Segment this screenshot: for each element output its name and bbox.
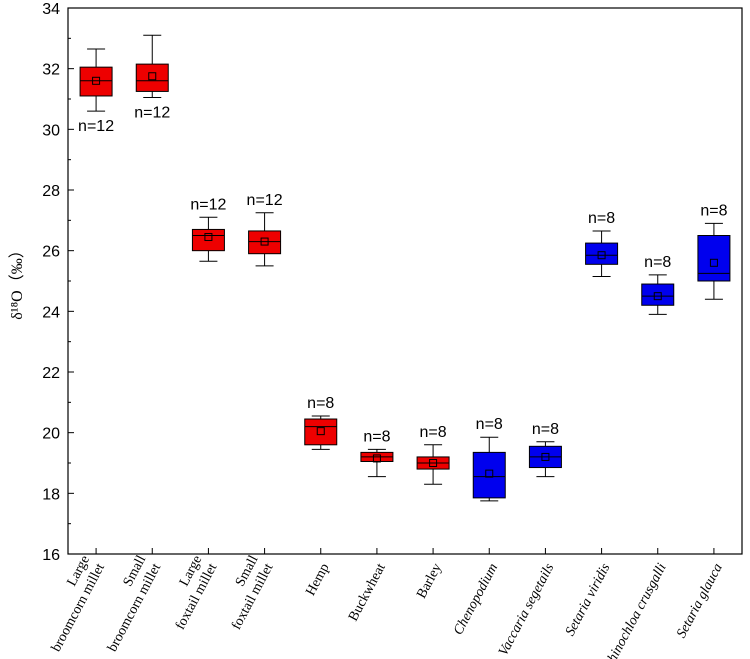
mean-marker <box>316 427 325 436</box>
box-group: n=12 <box>247 192 283 267</box>
box-group: n=8 <box>585 210 619 277</box>
y-axis: 16 18 20 22 24 26 28 30 32 34 <box>42 1 74 564</box>
box-group: n=8 <box>416 424 450 485</box>
mean-marker <box>653 292 662 301</box>
n-label: n=12 <box>247 192 283 209</box>
box <box>135 63 169 92</box>
category-label-line: Setaria glauca <box>674 561 726 640</box>
mean-marker <box>541 452 550 461</box>
box-group: n=8 <box>528 421 562 478</box>
category-label: Chenopodium <box>451 561 501 637</box>
y-tick-label: 18 <box>42 486 60 503</box>
y-tick-label: 24 <box>42 304 60 321</box>
box-group: n=8 <box>304 395 338 450</box>
n-label: n=8 <box>700 202 727 219</box>
mean-marker <box>597 251 606 260</box>
box-group: n=8 <box>641 254 675 315</box>
y-tick-label: 30 <box>42 122 60 139</box>
mean-marker <box>709 258 718 267</box>
mean-marker <box>485 469 494 478</box>
box <box>641 283 675 306</box>
category-label-line: Barley <box>414 561 445 601</box>
box-group: n=8 <box>472 416 506 502</box>
box-group: n=8 <box>360 428 394 478</box>
boxes-layer: n=12 n=12 n=12 n=12 n=8 n=8 n=8 n=8 n=8 n=8 n=8 n=8 <box>78 34 731 502</box>
n-label: n=8 <box>307 395 334 412</box>
n-label: n=8 <box>532 421 559 438</box>
box <box>248 230 282 255</box>
n-label: n=12 <box>190 196 226 213</box>
y-tick-label: 26 <box>42 244 60 261</box>
n-label: n=12 <box>78 118 114 135</box>
mean-marker <box>204 233 213 242</box>
mean-marker <box>92 76 101 85</box>
y-tick-label: 32 <box>42 62 60 79</box>
category-label: Vaccaria segetails <box>496 561 558 659</box>
n-label: n=8 <box>644 254 671 271</box>
y-tick-label: 28 <box>42 183 60 200</box>
box <box>304 418 338 446</box>
box-group: n=12 <box>134 34 170 121</box>
category-label: Setaria viridis <box>563 561 614 639</box>
n-label: n=8 <box>420 424 447 441</box>
plot-frame <box>67 7 743 555</box>
plot-border <box>67 7 743 555</box>
category-label: Buckwheat <box>346 561 389 624</box>
box <box>585 242 619 265</box>
category-label-line: Setaria viridis <box>563 561 614 639</box>
box-group: n=12 <box>190 196 227 262</box>
y-tick-label: 34 <box>42 1 60 18</box>
category-label: Setaria glauca <box>674 561 726 640</box>
mean-marker <box>260 237 269 246</box>
category-label: Hemp <box>303 561 332 598</box>
box <box>472 451 506 499</box>
n-label: n=8 <box>363 428 390 445</box>
box-group: n=12 <box>78 48 114 135</box>
y-tick-label: 22 <box>42 365 60 382</box>
box <box>697 235 731 282</box>
category-label-line: Buckwheat <box>346 561 389 624</box>
category-label: Barley <box>414 561 445 601</box>
mean-marker <box>148 72 157 81</box>
y-tick-label: 20 <box>42 426 60 443</box>
category-label-line: Hemp <box>303 561 332 598</box>
n-label: n=8 <box>476 416 503 433</box>
box <box>79 66 113 97</box>
mean-marker <box>372 454 381 463</box>
category-label-line: Vaccaria segetails <box>496 561 558 659</box>
mean-marker <box>429 459 438 467</box>
y-tick-label: 16 <box>42 547 60 564</box>
box-group: n=8 <box>697 202 731 300</box>
n-label: n=8 <box>588 210 615 227</box>
category-label-line: Chenopodium <box>451 561 501 637</box>
n-label: n=12 <box>134 104 170 121</box>
y-axis-label: δ¹⁸O（‰） <box>8 242 26 319</box>
